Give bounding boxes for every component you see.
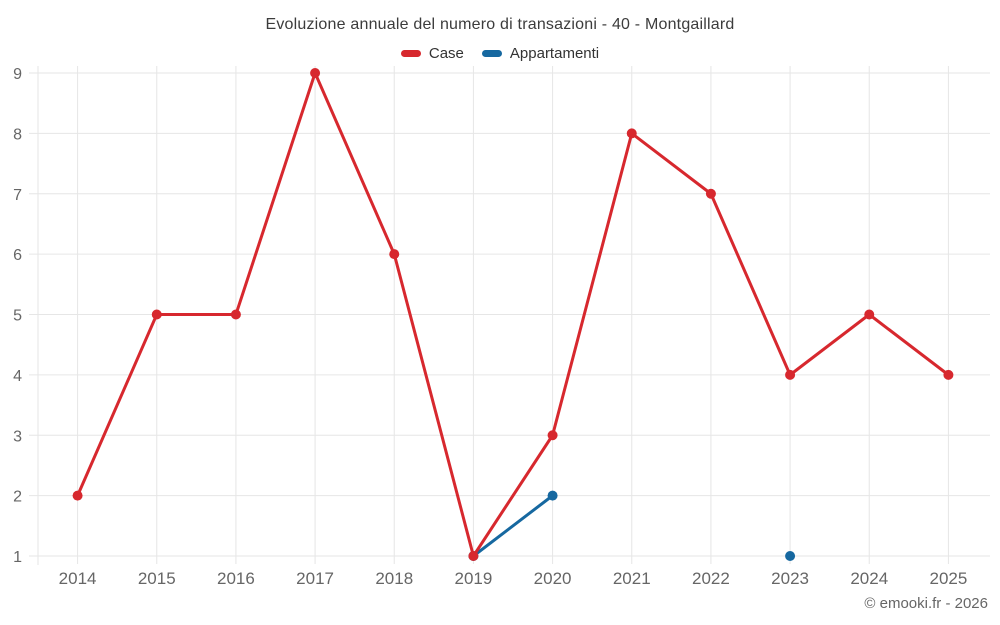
- legend-item-appartamenti[interactable]: Appartamenti: [481, 45, 600, 62]
- y-axis-tick-label: 7: [13, 187, 22, 204]
- y-axis-tick-label: 8: [13, 126, 22, 143]
- data-point[interactable]: [705, 188, 716, 199]
- appartamenti-series-swatch-icon: [481, 50, 502, 57]
- case-series-swatch-icon: [400, 50, 421, 57]
- data-point[interactable]: [547, 430, 558, 441]
- y-axis-labels: 1 2 3 4 5 6 7 8 9: [13, 66, 22, 566]
- x-axis-tick-label: 2025: [930, 569, 968, 588]
- legend-label-case: Case: [428, 45, 464, 62]
- x-axis-tick-label: 2018: [375, 569, 413, 588]
- legend: Case Appartamenti: [0, 45, 1000, 62]
- data-point[interactable]: [230, 309, 241, 320]
- legend-item-case[interactable]: Case: [400, 45, 464, 62]
- data-point[interactable]: [785, 551, 796, 561]
- data-point[interactable]: [626, 128, 637, 139]
- data-point[interactable]: [72, 490, 83, 501]
- x-axis-tick-label: 2020: [534, 569, 572, 588]
- x-axis-tick-label: 2019: [455, 569, 493, 588]
- data-point[interactable]: [864, 309, 875, 320]
- y-axis-tick-label: 6: [13, 247, 22, 264]
- chart-title: Evoluzione annuale del numero di transaz…: [265, 16, 735, 33]
- data-point[interactable]: [547, 490, 558, 501]
- y-axis-tick-label: 5: [13, 308, 22, 325]
- y-axis-tick-label: 2: [13, 489, 22, 506]
- x-axis-tick-label: 2017: [296, 569, 334, 588]
- x-axis-tick-label: 2023: [771, 569, 809, 588]
- x-axis-labels: 2014 2015 2016 2017 2018 2019 2020 2021 2022 2023…: [59, 569, 968, 588]
- y-axis-tick-label: 1: [13, 549, 22, 566]
- x-axis-tick-label: 2015: [138, 569, 176, 588]
- data-point[interactable]: [389, 249, 400, 260]
- y-axis-tick-label: 4: [13, 368, 22, 385]
- y-axis-tick-label: 3: [13, 428, 22, 445]
- x-axis-tick-label: 2021: [613, 569, 651, 588]
- x-axis-tick-label: 2024: [850, 569, 888, 588]
- legend-label-appartamenti: Appartamenti: [509, 45, 600, 62]
- x-axis-tick-label: 2016: [217, 569, 255, 588]
- series-case: [72, 68, 954, 561]
- x-axis-tick-label: 2022: [692, 569, 730, 588]
- data-point[interactable]: [943, 369, 954, 380]
- x-axis-tick-label: 2014: [59, 569, 97, 588]
- series-line: [76, 71, 950, 558]
- data-point[interactable]: [468, 551, 479, 561]
- copyright-watermark: © emooki.fr - 2026: [864, 595, 988, 612]
- gridlines: [29, 66, 990, 565]
- data-point[interactable]: [151, 309, 162, 320]
- data-point[interactable]: [785, 369, 796, 380]
- series-line: [471, 494, 555, 558]
- data-point[interactable]: [310, 68, 321, 78]
- y-axis-tick-label: 9: [13, 66, 22, 83]
